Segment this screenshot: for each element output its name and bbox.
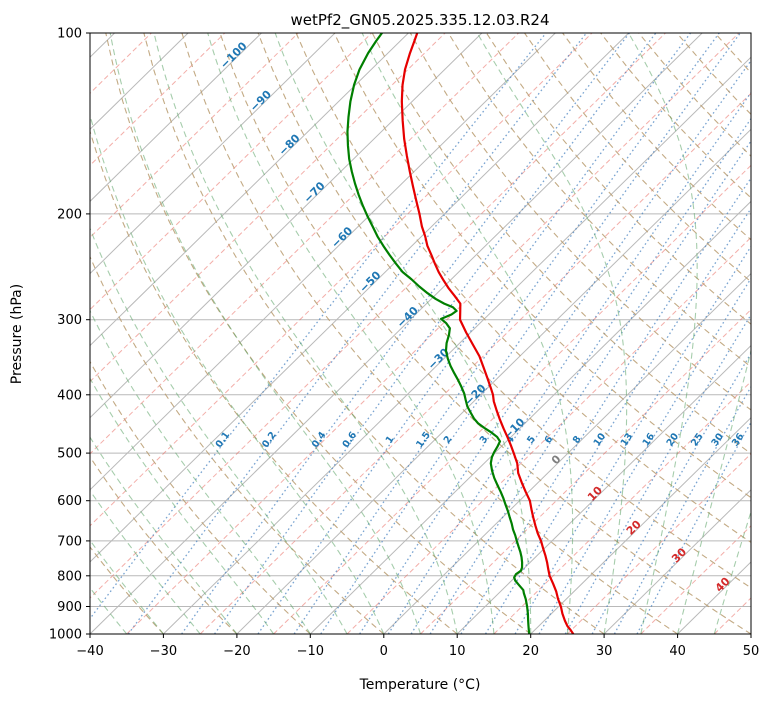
y-tick-label: 1000 (49, 628, 82, 643)
mixing-ratio-label: 3 (478, 434, 491, 446)
x-tick-label: 50 (743, 644, 760, 659)
x-tick-label: −20 (223, 644, 250, 659)
chart-title: wetPf2_GN05.2025.335.12.03.R24 (290, 11, 549, 30)
plot-frame (89, 32, 752, 635)
y-tick-label: 200 (57, 207, 82, 222)
isotherm-label: −70 (301, 179, 328, 206)
mixing-ratio-label: 1.5 (414, 430, 433, 450)
mixing-ratio-label: 0.1 (214, 430, 233, 450)
temperature-curve (400, 33, 575, 634)
x-tick-label: −30 (150, 644, 177, 659)
mixing-ratio-label: 5 (525, 434, 538, 446)
mixing-ratio-label: 0.6 (340, 430, 359, 450)
isotherm-label: −90 (247, 88, 274, 115)
mixing-ratio-lines (90, 33, 751, 634)
profile-curves (346, 33, 575, 634)
isotherm-label: 30 (669, 545, 689, 565)
mixing-ratio-label: 0.4 (310, 430, 329, 450)
y-tick-label: 400 (57, 388, 82, 403)
dry-adiabats (90, 33, 751, 634)
mixing-ratio-label: 36 (730, 431, 747, 448)
mixing-ratio-label: 30 (709, 431, 726, 448)
isotherm-label: 20 (624, 517, 644, 537)
isotherms-dashed (90, 33, 751, 634)
x-tick-label: 40 (669, 644, 686, 659)
mixing-ratio-label: 1 (384, 434, 397, 446)
mixing-ratio-labels: 0.1 0.2 0.4 0.6 1 1.5 2 3 4 5 6 8 10 13 16 20 25 30 36 (214, 430, 747, 450)
x-axis-label: Temperature (°C) (359, 677, 481, 693)
x-tick-label: 30 (596, 644, 613, 659)
mixing-ratio-label: 2 (442, 434, 455, 446)
x-tick-label: 0 (380, 644, 388, 659)
y-tick-label: 700 (57, 534, 82, 549)
mixing-ratio-label: 8 (571, 434, 584, 446)
x-tick-label: 20 (522, 644, 539, 659)
y-tick-label: 500 (57, 447, 82, 462)
x-axis: −40 −30 −20 −10 0 10 20 30 40 50 (76, 634, 759, 659)
isotherm-label: −40 (394, 304, 421, 331)
y-tick-label: 100 (57, 27, 82, 42)
y-tick-label: 800 (57, 569, 82, 584)
y-tick-label: 300 (57, 313, 82, 328)
isotherm-label: −100 (218, 39, 250, 71)
y-axis-label: Pressure (hPa) (9, 284, 25, 384)
isotherm-label: 40 (713, 574, 733, 594)
isotherm-label: −50 (357, 268, 384, 295)
isotherm-label: −60 (329, 224, 356, 251)
dewpoint-curve (346, 33, 531, 634)
mixing-ratio-label: 16 (641, 431, 658, 448)
y-tick-label: 600 (57, 494, 82, 509)
y-axis: 100 200 300 400 500 600 700 800 900 1000 (49, 27, 90, 643)
x-tick-label: −40 (76, 644, 103, 659)
isotherms-solid (90, 33, 751, 634)
x-tick-label: −10 (297, 644, 324, 659)
isotherm-label: −80 (276, 131, 303, 158)
x-tick-label: 10 (449, 644, 466, 659)
moist-adiabats (90, 33, 751, 634)
y-tick-label: 900 (57, 600, 82, 615)
